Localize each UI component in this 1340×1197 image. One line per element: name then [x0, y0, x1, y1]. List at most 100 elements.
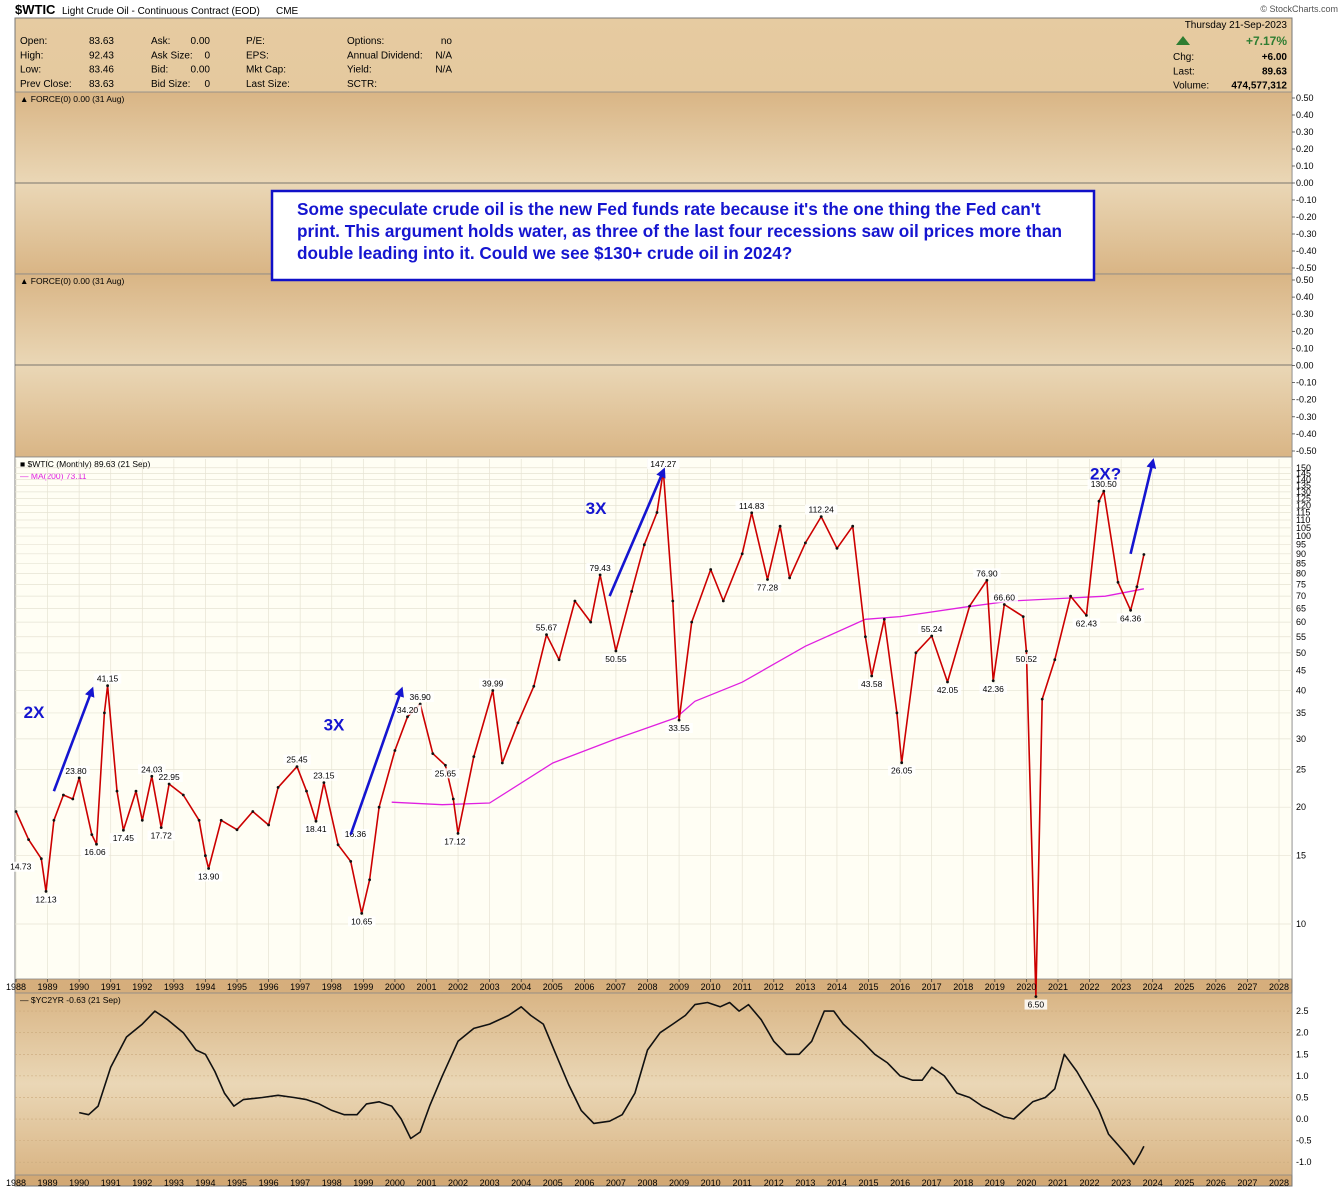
price-point [14, 810, 18, 813]
quote-mid-value: 0 [204, 79, 210, 90]
price-layer [14, 469, 1146, 998]
yc-x-tick: 2010 [701, 1178, 721, 1188]
data-label-bg [147, 830, 175, 841]
price-point [451, 797, 455, 801]
yc-x-tick: 1994 [195, 1178, 215, 1188]
data-label: 50.52 [1016, 654, 1038, 664]
price-tick-label: 45 [1296, 666, 1306, 676]
price-point [197, 818, 201, 822]
data-label: 66.60 [994, 593, 1016, 603]
price-tick-label: 30 [1296, 734, 1306, 744]
price-tick-label: 15 [1296, 851, 1306, 861]
price-point [721, 599, 725, 603]
price-tick-label: 115 [1296, 508, 1310, 518]
price-x-tick: 2014 [827, 982, 847, 992]
price-point [835, 546, 839, 550]
price-tick-label: 80 [1296, 569, 1306, 579]
quote-box: Open: 83.63 High: 92.43 Low: 83.46 Prev Close:… [20, 20, 1287, 92]
price-tick-label: 70 [1296, 591, 1306, 601]
price-point [377, 805, 381, 809]
price-x-tick: 2002 [448, 982, 468, 992]
data-label: 6.50 [1028, 1000, 1045, 1010]
yc-x-tick: 2021 [1048, 1178, 1068, 1188]
yc-tick-label: -0.5 [1296, 1136, 1312, 1146]
price-point [914, 651, 918, 655]
arrow-label: 2X [24, 703, 45, 722]
price-tick-label: 85 [1296, 558, 1306, 568]
yc-x-tick: 1988 [6, 1178, 26, 1188]
quote-mid-key: Bid Size: [151, 79, 190, 90]
price-x-tick: 2010 [701, 982, 721, 992]
data-label: 10.65 [351, 916, 373, 926]
force-tick-label: -0.20 [1296, 212, 1317, 222]
yc-tick-label: 1.5 [1296, 1049, 1309, 1059]
price-x-tick: 1997 [290, 982, 310, 992]
data-label-bg [155, 772, 183, 783]
yc-x-tick: 2020 [1016, 1178, 1036, 1188]
annotation-arrow [1129, 458, 1157, 555]
price-point [267, 823, 270, 827]
data-label: 42.05 [937, 685, 959, 695]
price-point [930, 634, 934, 638]
price-x-tick: 1994 [195, 982, 215, 992]
data-label-bg [194, 871, 223, 882]
price-point [406, 715, 409, 719]
yc-x-tick: 1992 [132, 1178, 152, 1188]
yc-x-tick: 2027 [1237, 1178, 1257, 1188]
ma-layer [391, 588, 1145, 806]
price-point [642, 543, 646, 547]
price-point [39, 857, 43, 861]
price-point [750, 511, 754, 515]
price-x-tick: 2024 [1143, 982, 1163, 992]
force-tick-label: -0.20 [1296, 395, 1317, 405]
yc-x-tick: 2024 [1143, 1178, 1163, 1188]
quote-fund-key: EPS: [246, 50, 269, 61]
force-tick-label: -0.30 [1296, 412, 1317, 422]
price-tick-label: 35 [1296, 708, 1306, 718]
price-tick-label: 120 [1296, 500, 1311, 510]
price-point [671, 599, 675, 603]
price-point [864, 635, 867, 639]
force1-label: ▲ FORCE(0) 0.00 (31 Aug) [20, 94, 124, 104]
price-tick-label: 40 [1296, 685, 1306, 695]
price-tick-label: 10 [1296, 919, 1306, 929]
price-point [150, 774, 154, 778]
data-label: 41.15 [97, 674, 119, 684]
quote-left-key: Prev Close: [20, 79, 72, 90]
price-point [167, 782, 171, 786]
price-point [305, 789, 308, 793]
data-label-bg [62, 765, 90, 776]
data-label-bg [109, 833, 138, 844]
price-point [122, 828, 125, 832]
data-label: 62.43 [1076, 618, 1098, 628]
data-label-bg [347, 916, 376, 927]
price-x-tick: 2020 [1016, 982, 1036, 992]
price-x-tick: 2011 [733, 982, 752, 992]
price-point [1021, 615, 1025, 618]
price-x-tick: 1995 [227, 982, 247, 992]
price-tick-label: 60 [1296, 617, 1306, 627]
force-ticks: 0.50 0.40 0.30 0.20 0.10 0.00 -0.10 -0.20 -0.30 -… [1292, 93, 1317, 456]
price-point [946, 680, 949, 684]
yc-x-tick: 2000 [385, 1178, 405, 1188]
price-point [207, 867, 211, 870]
price-point [677, 718, 681, 722]
price-tick-label: 135 [1296, 481, 1311, 491]
data-label: 14.73 [10, 862, 32, 872]
price-point [1116, 580, 1120, 584]
yc-x-tick: 2026 [1206, 1178, 1226, 1188]
price-x-tick: 2013 [795, 982, 815, 992]
price-x-tick: 2015 [859, 982, 879, 992]
yc-x-tick: 2007 [606, 1178, 626, 1188]
quote-right-value: 474,577,312 [1231, 81, 1287, 92]
price-point [1002, 603, 1006, 606]
data-label-bg [602, 653, 630, 664]
data-label: 112.24 [808, 505, 834, 515]
price-x-tick: 2009 [669, 982, 689, 992]
price-point [1034, 995, 1038, 998]
yc-x-tick: 1991 [101, 1178, 121, 1188]
symbol-title: $WTIC [15, 2, 56, 17]
yc-x-tick: 1998 [322, 1178, 342, 1188]
price-point [589, 620, 593, 624]
quote-fund-key: Mkt Cap: [246, 65, 286, 76]
